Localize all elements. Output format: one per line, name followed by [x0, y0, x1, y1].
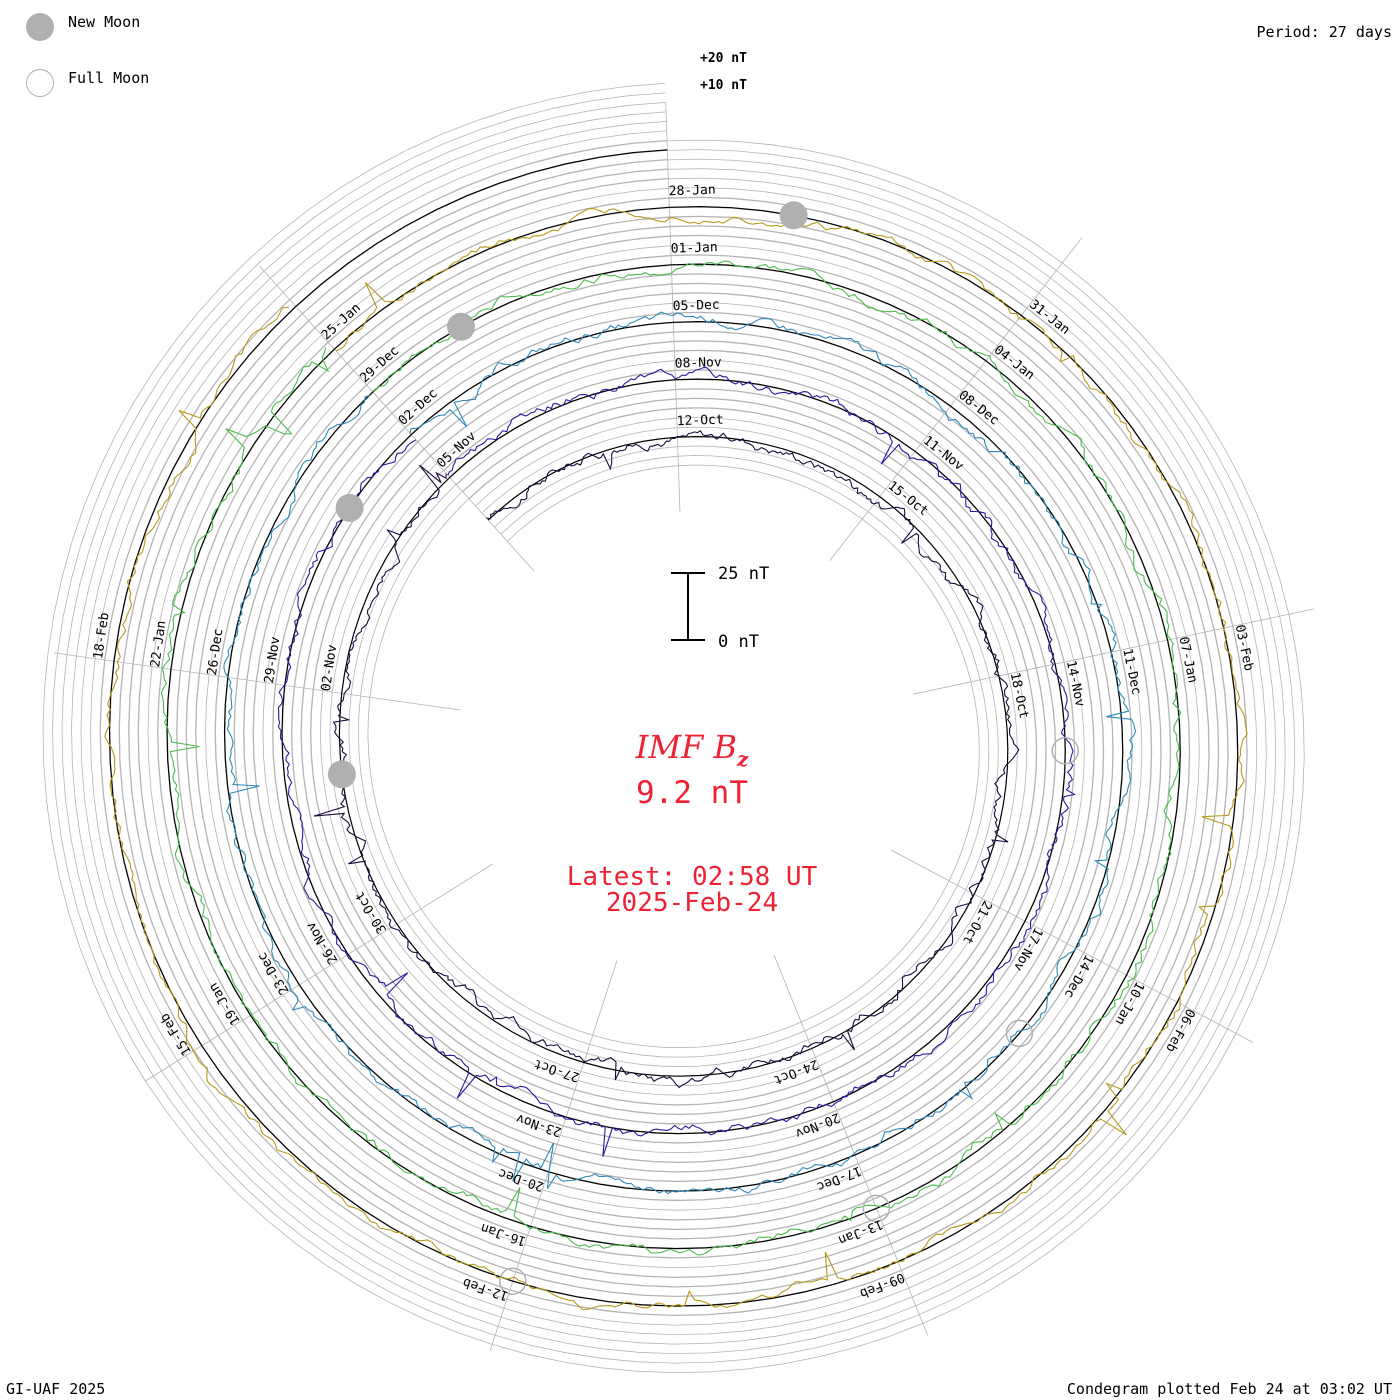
center-latest-time: Latest: 02:58 UT: [567, 862, 818, 892]
date-label: 29-Nov: [262, 635, 283, 684]
date-label: 08-Dec: [955, 388, 1001, 429]
moon-layer: [327, 201, 1080, 1295]
date-label: 18-Feb: [91, 611, 112, 660]
date-label: 11-Nov: [920, 433, 966, 474]
new-moon-icon: [26, 13, 54, 41]
outer-scale-labels: +20 nT +10 nT: [700, 51, 747, 93]
date-label: 12-Feb: [461, 1274, 510, 1303]
new-moon-marker: [779, 201, 808, 230]
legend-new-moon: New Moon: [26, 13, 140, 41]
date-label: 22-Jan: [148, 620, 169, 669]
scale-bar-top-label: 25 nT: [718, 564, 769, 584]
date-label: 28-Jan: [669, 183, 716, 200]
full-moon-marker: [1051, 737, 1080, 765]
radial-spoke: [54, 652, 461, 711]
date-label: 06-Feb: [1162, 1006, 1197, 1055]
radial-spoke: [773, 955, 929, 1336]
date-label: 03-Feb: [1232, 623, 1256, 672]
bz-series-turn-5: [104, 208, 1248, 1311]
full-moon-marker: [499, 1267, 527, 1295]
scale-bar-bottom-label: 0 nT: [718, 632, 759, 652]
date-label: 17-Nov: [1010, 925, 1045, 974]
date-label: 26-Dec: [205, 628, 226, 677]
date-label: 15-Oct: [885, 479, 931, 520]
full-moon-marker: [1005, 1019, 1034, 1048]
full-moon-icon: [26, 69, 54, 97]
date-label: 08-Nov: [675, 355, 723, 372]
full-moon-marker: [862, 1194, 891, 1223]
new-moon-marker: [327, 760, 356, 789]
radial-spoke: [489, 960, 618, 1351]
spoke-layer: [54, 102, 1315, 1351]
date-label: 20-Dec: [497, 1165, 546, 1194]
period-label: Period: 27 days: [1256, 23, 1392, 41]
radial-spoke: [144, 863, 494, 1082]
radial-spoke: [829, 237, 1083, 562]
date-label: 29-Dec: [357, 343, 402, 386]
date-label: 18-Oct: [1007, 671, 1031, 720]
center-value: 9.2 nT: [636, 775, 748, 811]
date-label: 04-Jan: [991, 343, 1037, 384]
date-label: 07-Jan: [1175, 635, 1199, 684]
legend-full-moon: Full Moon: [26, 69, 149, 97]
bz-series-turn-1: [313, 430, 1020, 1089]
radial-spoke: [665, 102, 681, 513]
date-label: 26-Nov: [304, 919, 342, 967]
bz-series-turn-2: [277, 366, 1076, 1157]
center-title: IMF Bz: [635, 728, 749, 771]
radial-spoke: [259, 266, 535, 572]
new-moon-marker: [335, 493, 364, 522]
date-label: 02-Nov: [319, 643, 340, 692]
date-label: 05-Dec: [673, 298, 720, 315]
center-date: 2025-Feb-24: [606, 888, 778, 918]
new-moon-marker: [447, 312, 475, 341]
date-label: 14-Dec: [1061, 952, 1096, 1001]
date-label: 25-Jan: [319, 301, 364, 344]
date-label: 23-Nov: [514, 1110, 563, 1139]
full-moon-label: Full Moon: [68, 69, 150, 87]
date-label: 10-Jan: [1112, 979, 1147, 1028]
bz-series-turn-3: [223, 311, 1137, 1195]
series-layer: [104, 208, 1248, 1311]
date-label: 11-Dec: [1119, 647, 1143, 696]
bz-series-turn-4: [160, 260, 1182, 1256]
date-label: 23-Dec: [255, 949, 293, 997]
footer-plot-time: Condegram plotted Feb 24 at 03:02 UT: [1066, 1380, 1392, 1398]
date-label: 30-Oct: [352, 888, 390, 936]
date-label: 01-Jan: [671, 240, 718, 257]
scale-bar: 25 nT 0 nT: [671, 564, 769, 652]
new-moon-label: New Moon: [68, 13, 141, 31]
date-label: 02-Dec: [396, 386, 441, 429]
footer-credit: GI-UAF 2025: [6, 1380, 106, 1398]
date-label: 16-Jan: [479, 1220, 528, 1249]
date-label: 31-Jan: [1026, 297, 1072, 338]
date-label: 15-Feb: [157, 1010, 195, 1058]
center-readout: IMF Bz 9.2 nT Latest: 02:58 UT 2025-Feb-…: [567, 728, 818, 918]
date-label: 19-Jan: [206, 980, 244, 1028]
outer-label-10: +10 nT: [700, 78, 747, 93]
outer-label-20: +20 nT: [700, 51, 747, 66]
radial-spoke: [912, 608, 1315, 695]
date-label: 12-Oct: [677, 413, 724, 430]
radial-spoke: [890, 849, 1254, 1043]
